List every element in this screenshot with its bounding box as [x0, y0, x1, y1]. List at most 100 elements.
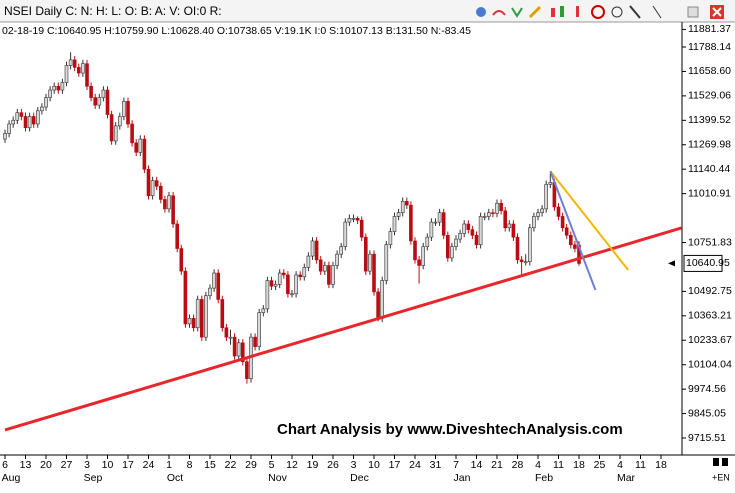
candle-body [220, 299, 225, 329]
y-tick-label: 10492.75 [688, 285, 732, 297]
candle-body [331, 265, 335, 285]
candle-body [327, 265, 331, 285]
candle-body [363, 236, 368, 272]
candle-body [548, 182, 553, 185]
candle-body [556, 206, 561, 217]
candle-body [495, 202, 499, 214]
candle-body [413, 240, 417, 261]
toolbar-icons[interactable] [476, 5, 724, 19]
candle-body [425, 236, 430, 247]
chart-title: NSEI Daily C: N: H: L: O: B: A: V: OI:0 … [4, 4, 222, 18]
candle-body [339, 246, 344, 255]
status-line: 02-18-19 C:10640.95 H:10759.90 L:10628.4… [2, 25, 471, 37]
candle-body [376, 291, 380, 319]
candle-body [474, 235, 479, 246]
corner-label: +EN [712, 472, 730, 482]
candle-body [118, 116, 122, 127]
x-tick-label: 15 [204, 459, 216, 471]
candle-body [388, 231, 393, 246]
month-label: Mar [617, 472, 636, 484]
x-tick-label: 27 [61, 459, 73, 471]
candle-body [429, 221, 434, 238]
month-label: Aug [2, 472, 21, 484]
y-tick-label: 11269.98 [688, 139, 731, 151]
candle-body [466, 223, 471, 230]
candle-body [200, 299, 204, 338]
candle-body [322, 265, 327, 272]
candle-body [560, 216, 565, 229]
y-tick-label: 11881.37 [688, 23, 731, 35]
x-tick-label: 31 [430, 459, 442, 471]
candle-body [437, 212, 442, 223]
candle-body [228, 336, 233, 339]
candle-body [208, 287, 212, 296]
candle-body [85, 63, 89, 87]
candle-body [89, 85, 93, 98]
candle-body [146, 168, 151, 196]
x-tick-label: 17 [389, 459, 401, 471]
x-tick-label: 5 [269, 459, 275, 471]
candle-body [482, 216, 487, 218]
x-tick-label: 18 [573, 459, 585, 471]
y-tick-label: 11399.52 [688, 114, 731, 126]
candle-body [536, 212, 540, 217]
y-tick-label: 9974.56 [688, 383, 726, 395]
candle-body [7, 123, 11, 134]
y-tick-label: 10363.21 [688, 310, 732, 322]
candle-body [351, 218, 356, 220]
candle-body [232, 336, 237, 357]
x-tick-label: 29 [245, 459, 257, 471]
candle-body [273, 284, 278, 287]
candle-body [515, 236, 520, 261]
candle-body [409, 204, 413, 242]
candle-body [56, 85, 61, 91]
candle-body [372, 253, 376, 293]
nav-button[interactable] [713, 458, 719, 466]
candle-body [523, 261, 528, 264]
x-tick-label: 28 [512, 459, 524, 471]
candle-body [105, 89, 110, 115]
candle-body [450, 246, 454, 259]
candle-body [396, 212, 401, 217]
y-tick-label: 9845.05 [688, 407, 726, 419]
last-price-box [683, 254, 723, 272]
candle-body [245, 361, 249, 379]
candle-body [458, 233, 462, 240]
y-tick-label: 10104.04 [688, 358, 732, 370]
candle-body [433, 221, 438, 224]
x-tick-label: 11 [553, 459, 564, 471]
candle-body [138, 138, 143, 153]
candle-body [314, 240, 319, 261]
candle-body [187, 318, 192, 325]
candle-body [93, 97, 97, 106]
candle-body [171, 195, 175, 225]
candle-body [544, 184, 549, 210]
candle-body [290, 293, 294, 296]
candle-body [499, 202, 503, 212]
candle-body [224, 327, 229, 338]
candle-body [511, 223, 516, 238]
candle-body [310, 240, 315, 257]
x-tick-label: 10 [102, 459, 114, 471]
candle-body [60, 82, 65, 91]
month-label: Jan [454, 472, 471, 484]
candle-body [35, 110, 40, 125]
candle-body [298, 274, 303, 278]
y-tick-label: 11529.06 [688, 90, 731, 102]
nav-button[interactable] [722, 458, 728, 466]
candle-body [109, 114, 114, 142]
candle-body [15, 112, 20, 121]
watermark: Chart Analysis by www.DiveshtechAnalysis… [277, 421, 623, 438]
candle-body [52, 85, 57, 91]
candle-body [540, 208, 544, 213]
candle-body [48, 89, 52, 98]
candle-body [421, 246, 426, 266]
x-tick-label: 25 [594, 459, 606, 471]
y-tick-label: 9715.51 [688, 432, 726, 444]
x-tick-label: 24 [409, 459, 421, 471]
x-tick-label: 6 [2, 459, 8, 471]
candle-body [183, 270, 188, 325]
candle-body [179, 248, 184, 272]
candle-body [3, 133, 7, 140]
x-tick-label: 19 [307, 459, 319, 471]
